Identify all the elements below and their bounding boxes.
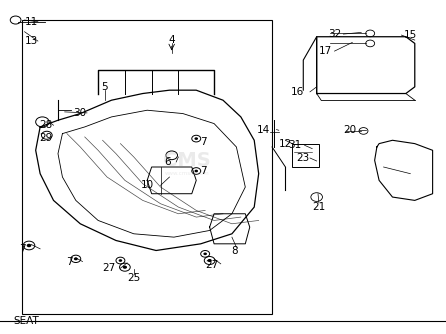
Text: 7: 7 [66, 257, 72, 267]
Text: 17: 17 [319, 46, 332, 56]
Text: SEAT: SEAT [13, 316, 39, 326]
Text: 31: 31 [288, 140, 301, 150]
Text: 6: 6 [164, 157, 170, 167]
Circle shape [27, 244, 31, 247]
Text: 4: 4 [169, 35, 175, 45]
Text: 27: 27 [103, 263, 116, 273]
Text: 12: 12 [279, 139, 292, 149]
Text: 14: 14 [256, 125, 270, 135]
Circle shape [207, 259, 212, 262]
Text: 7: 7 [200, 137, 206, 147]
Text: 15: 15 [404, 30, 417, 40]
Text: 20: 20 [343, 125, 357, 135]
Circle shape [119, 259, 122, 262]
Circle shape [203, 253, 207, 255]
Text: 27: 27 [205, 260, 219, 270]
Text: CMS: CMS [163, 151, 211, 170]
Circle shape [194, 170, 198, 172]
Text: 7: 7 [200, 166, 206, 176]
Text: 11: 11 [25, 17, 38, 27]
Text: 10: 10 [140, 180, 154, 190]
Circle shape [194, 137, 198, 140]
Text: 25: 25 [127, 273, 140, 283]
Circle shape [123, 266, 127, 269]
Text: 21: 21 [312, 202, 326, 212]
Text: 13: 13 [25, 36, 38, 46]
Circle shape [74, 258, 78, 260]
Text: 29: 29 [39, 133, 53, 143]
Bar [292, 144, 319, 167]
Text: 16: 16 [291, 87, 305, 97]
Bar [22, 20, 272, 314]
Text: 30: 30 [73, 108, 86, 118]
Text: 28: 28 [39, 120, 53, 130]
Text: 23: 23 [296, 153, 309, 163]
Text: 8: 8 [231, 245, 237, 256]
Text: 5: 5 [102, 82, 108, 92]
Text: 7: 7 [19, 244, 25, 254]
Text: www.cmsnl.com: www.cmsnl.com [165, 171, 210, 176]
Text: 32: 32 [328, 29, 341, 39]
